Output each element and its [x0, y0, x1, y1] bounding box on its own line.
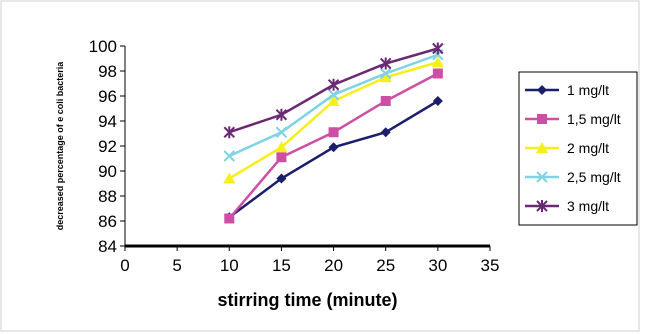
data-point-2-5-mg-lt: [380, 67, 392, 80]
series-1-5-mg-lt: [224, 68, 443, 224]
legend-item-1-mg-lt: 1 mg/lt: [525, 82, 609, 98]
legend-marker: [537, 85, 547, 95]
y-tick-label: 84: [98, 237, 117, 256]
legend-label: 2,5 mg/lt: [567, 169, 621, 185]
data-point-3-mg-lt: [432, 42, 444, 55]
y-axis-title-group: decreased percentage of e coli bacteria: [55, 61, 65, 231]
x-tick-label: 25: [376, 256, 395, 275]
data-point-3-mg-lt: [223, 126, 235, 139]
data-point-1-mg-lt: [380, 127, 391, 138]
series-3-mg-lt: [223, 42, 444, 139]
x-tick-label: 30: [428, 256, 447, 275]
x-tick-label: 0: [120, 256, 129, 275]
legend-item-3-mg-lt: 3 mg/lt: [525, 198, 609, 214]
y-axis-title: decreased percentage of e coli bacteria: [55, 61, 65, 231]
data-point-1-5-mg-lt: [380, 96, 391, 106]
series-2-5-mg-lt: [223, 49, 444, 162]
y-tick-label: 92: [98, 137, 117, 156]
series-layer: [223, 42, 444, 224]
series-2-mg-lt: [223, 56, 444, 184]
data-point-1-5-mg-lt: [328, 127, 339, 138]
y-tick-label: 100: [89, 37, 117, 56]
x-tick-label: 20: [324, 256, 343, 275]
legend-label: 1 mg/lt: [567, 82, 609, 98]
legend-item-2-mg-lt: 2 mg/lt: [525, 140, 609, 156]
y-tick-label: 90: [98, 162, 117, 181]
legend-item-2-5-mg-lt: 2,5 mg/lt: [525, 169, 621, 185]
data-point-3-mg-lt: [275, 108, 288, 121]
data-point-2-5-mg-lt: [223, 150, 235, 162]
y-tick-label: 88: [98, 187, 117, 206]
data-point-2-5-mg-lt: [327, 89, 340, 101]
data-point-1-mg-lt: [276, 173, 287, 184]
x-tick-label: 15: [272, 256, 291, 275]
series-1-mg-lt: [224, 96, 443, 223]
data-point-2-mg-lt: [223, 172, 236, 184]
data-point-3-mg-lt: [327, 78, 340, 91]
y-tick-label: 94: [98, 112, 117, 131]
data-point-2-5-mg-lt: [275, 126, 288, 138]
y-tick-label: 96: [98, 87, 117, 106]
legend-item-1-5-mg-lt: 1,5 mg/lt: [525, 111, 621, 127]
x-axis-title: stirring time (minute): [217, 290, 397, 310]
data-point-2-mg-lt: [275, 141, 288, 153]
data-point-1-mg-lt: [328, 142, 339, 153]
legend-label: 1,5 mg/lt: [567, 111, 621, 127]
legend-marker: [536, 200, 548, 212]
x-tick-label: 35: [481, 256, 500, 275]
x-tick-label: 5: [172, 256, 181, 275]
legend-label: 3 mg/lt: [567, 198, 609, 214]
legend: 1 mg/lt 1,5 mg/lt 2 mg/lt 2,5 mg/lt 3 mg/lt: [518, 71, 638, 226]
legend-marker: [536, 142, 548, 153]
data-point-1-5-mg-lt: [276, 152, 287, 163]
data-point-1-mg-lt: [432, 96, 443, 106]
y-tick-label: 86: [98, 212, 117, 231]
data-point-2-mg-lt: [431, 56, 444, 68]
y-tick-label: 98: [98, 62, 117, 81]
legend-marker: [537, 114, 547, 124]
data-point-2-mg-lt: [379, 71, 392, 83]
x-tick-label: 10: [220, 256, 239, 275]
data-point-1-5-mg-lt: [432, 68, 443, 79]
data-point-3-mg-lt: [380, 57, 392, 70]
data-point-1-5-mg-lt: [224, 213, 235, 224]
data-point-2-mg-lt: [327, 95, 340, 106]
legend-label: 2 mg/lt: [567, 140, 609, 156]
legend-marker: [536, 171, 548, 183]
axes: 84 86 88 90 92 94 96 98 100 0 5 10 15 20 25 30 35: [89, 37, 500, 275]
